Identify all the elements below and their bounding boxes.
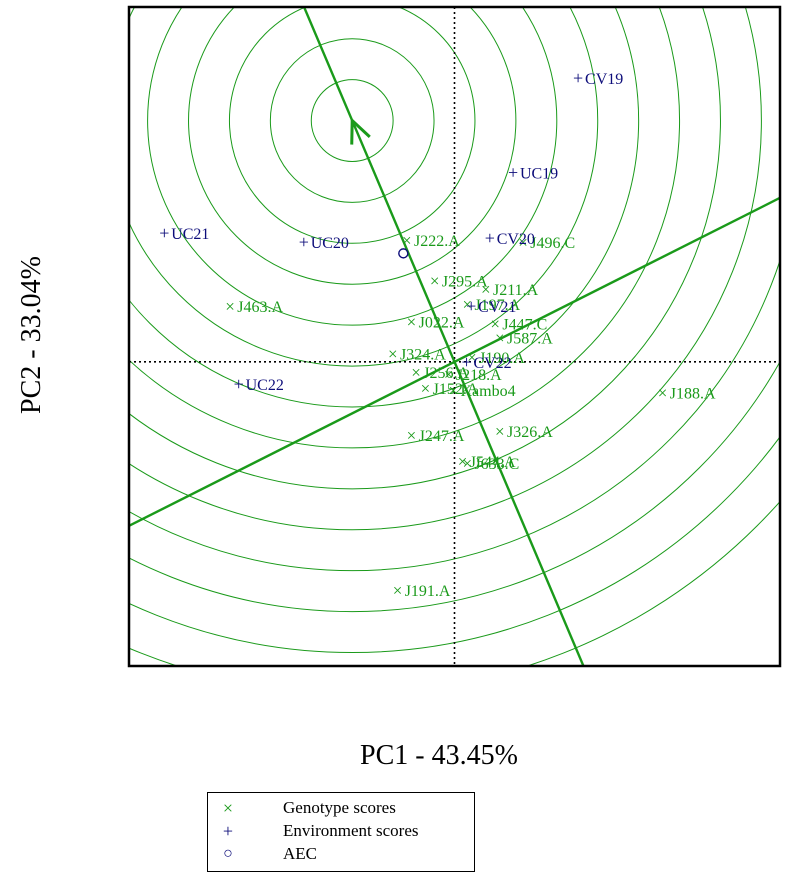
genotype-marker: ×	[518, 233, 528, 252]
concentric-circle	[129, 7, 599, 367]
genotype-label: J295.A	[442, 274, 488, 291]
aec-point	[398, 248, 409, 259]
genotype-label: J222.A	[414, 233, 460, 250]
genotype-label: Kambo4	[461, 383, 516, 400]
genotype-label: J256.A	[423, 365, 469, 382]
genotype-label: J218.A	[456, 367, 502, 384]
points-layer: × J222.A × J496.C× J295.A× J211.A× J463.A × J197…	[159, 68, 716, 600]
genotype-marker: ×	[411, 363, 421, 382]
aec-ordinate-line	[129, 196, 780, 527]
legend-label: Environment scores	[283, 821, 419, 840]
genotype-label: J188.A	[670, 385, 716, 402]
environment-label: UC19	[520, 165, 558, 182]
genotype-marker: ×	[495, 329, 505, 348]
genotype-marker: ×	[490, 314, 500, 333]
concentric-circle	[129, 360, 780, 612]
genotype-marker: ×	[430, 272, 440, 291]
genotype-marker: ×	[407, 312, 417, 331]
genotype-label: J447.C	[502, 316, 547, 333]
concentric-circle	[129, 7, 762, 531]
aec-arrow-head	[350, 117, 371, 145]
concentric-circle	[129, 258, 780, 572]
genotype-label: J191.A	[405, 583, 451, 600]
genotype-marker: ×	[481, 280, 491, 299]
genotype-marker: ×	[388, 345, 398, 364]
genotype-label: J190.A	[479, 350, 525, 367]
environment-marker: +	[461, 352, 471, 372]
legend-label: AEC	[283, 844, 317, 863]
concentric-circle	[147, 7, 558, 326]
environment-marker: +	[299, 232, 309, 252]
concentric-circles	[129, 7, 780, 666]
genotype-marker: ×	[462, 454, 472, 473]
genotype-label: J152.A	[433, 381, 479, 398]
concentric-circle	[310, 79, 394, 162]
genotype-label: J197.A	[474, 297, 520, 314]
genotype-marker: ×	[421, 379, 431, 398]
environment-marker-icon: +	[222, 821, 234, 841]
genotype-marker: ×	[444, 365, 454, 384]
concentric-circle	[129, 7, 640, 408]
concentric-circle	[129, 7, 721, 490]
aec-abscissa-line	[302, 7, 585, 666]
genotype-marker: ×	[458, 452, 468, 471]
genotype-label: J496.C	[530, 235, 575, 252]
y-axis-label: PC2 - 33.04%	[16, 256, 47, 414]
legend: × Genotype scores + Environment scores ○…	[207, 792, 475, 872]
genotype-marker: ×	[393, 581, 403, 600]
environment-label: CV22	[473, 355, 511, 372]
legend-item-environment: + Environment scores	[208, 820, 474, 842]
concentric-circle	[269, 38, 435, 203]
environment-label: CV21	[478, 299, 516, 316]
genotype-marker: ×	[658, 383, 668, 402]
genotype-marker: ×	[407, 426, 417, 445]
concentric-circle	[129, 435, 780, 653]
genotype-label: J324.A	[400, 347, 446, 364]
environment-marker: +	[466, 296, 476, 316]
environment-label: CV20	[497, 231, 535, 248]
genotype-label: J633.C	[474, 456, 519, 473]
environment-marker: +	[485, 228, 495, 248]
genotype-marker-icon: ×	[222, 798, 234, 818]
genotype-marker: ×	[467, 348, 477, 367]
legend-item-genotype: × Genotype scores	[208, 797, 474, 819]
concentric-circle	[129, 7, 680, 449]
genotype-marker: ×	[449, 381, 459, 400]
genotype-label: J587.A	[507, 331, 553, 348]
genotype-marker: ×	[495, 422, 505, 441]
x-axis-label: PC1 - 43.45%	[360, 740, 518, 771]
environment-marker: +	[159, 223, 169, 243]
axis-lines	[129, 7, 780, 666]
genotype-marker: ×	[462, 295, 472, 314]
genotype-label: J247.A	[419, 428, 465, 445]
genotype-label: J211.A	[493, 282, 539, 299]
environment-marker: +	[573, 68, 583, 88]
environment-label: UC20	[311, 235, 349, 252]
environment-marker: +	[508, 162, 518, 182]
genotype-label: J544.A	[470, 454, 516, 471]
legend-label: Genotype scores	[283, 798, 396, 817]
environment-label: UC22	[246, 377, 284, 394]
concentric-circle	[188, 7, 517, 285]
genotype-label: J022.A	[419, 314, 465, 331]
genotype-marker: ×	[225, 297, 235, 316]
environment-label: UC21	[171, 226, 209, 243]
genotype-label: J326.A	[507, 424, 553, 441]
genotype-marker: ×	[402, 231, 412, 250]
plot-frame	[127, 5, 782, 668]
concentric-circle	[228, 7, 476, 244]
environment-marker: +	[234, 374, 244, 394]
genotype-label: J463.A	[237, 299, 283, 316]
aec-marker-icon: ○	[223, 845, 233, 862]
environment-label: CV19	[585, 71, 623, 88]
legend-item-aec: ○ AEC	[208, 843, 474, 865]
biplot-svg: × J222.A × J496.C× J295.A× J211.A× J463.A × J197…	[127, 5, 782, 668]
